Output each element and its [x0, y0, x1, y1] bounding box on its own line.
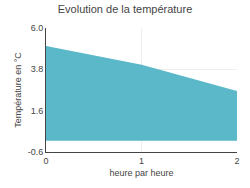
svg-text:0: 0: [43, 156, 48, 166]
svg-text:-0.6: -0.6: [28, 147, 44, 157]
svg-text:1: 1: [139, 156, 144, 166]
svg-text:6.0: 6.0: [31, 23, 44, 33]
svg-text:3.8: 3.8: [31, 64, 44, 74]
svg-text:2: 2: [234, 156, 239, 166]
svg-text:Température en °C: Température en °C: [13, 52, 23, 128]
svg-text:heure par heure: heure par heure: [109, 168, 173, 178]
svg-text:1.6: 1.6: [31, 106, 44, 116]
svg-text:Evolution de la température: Evolution de la température: [58, 3, 193, 15]
